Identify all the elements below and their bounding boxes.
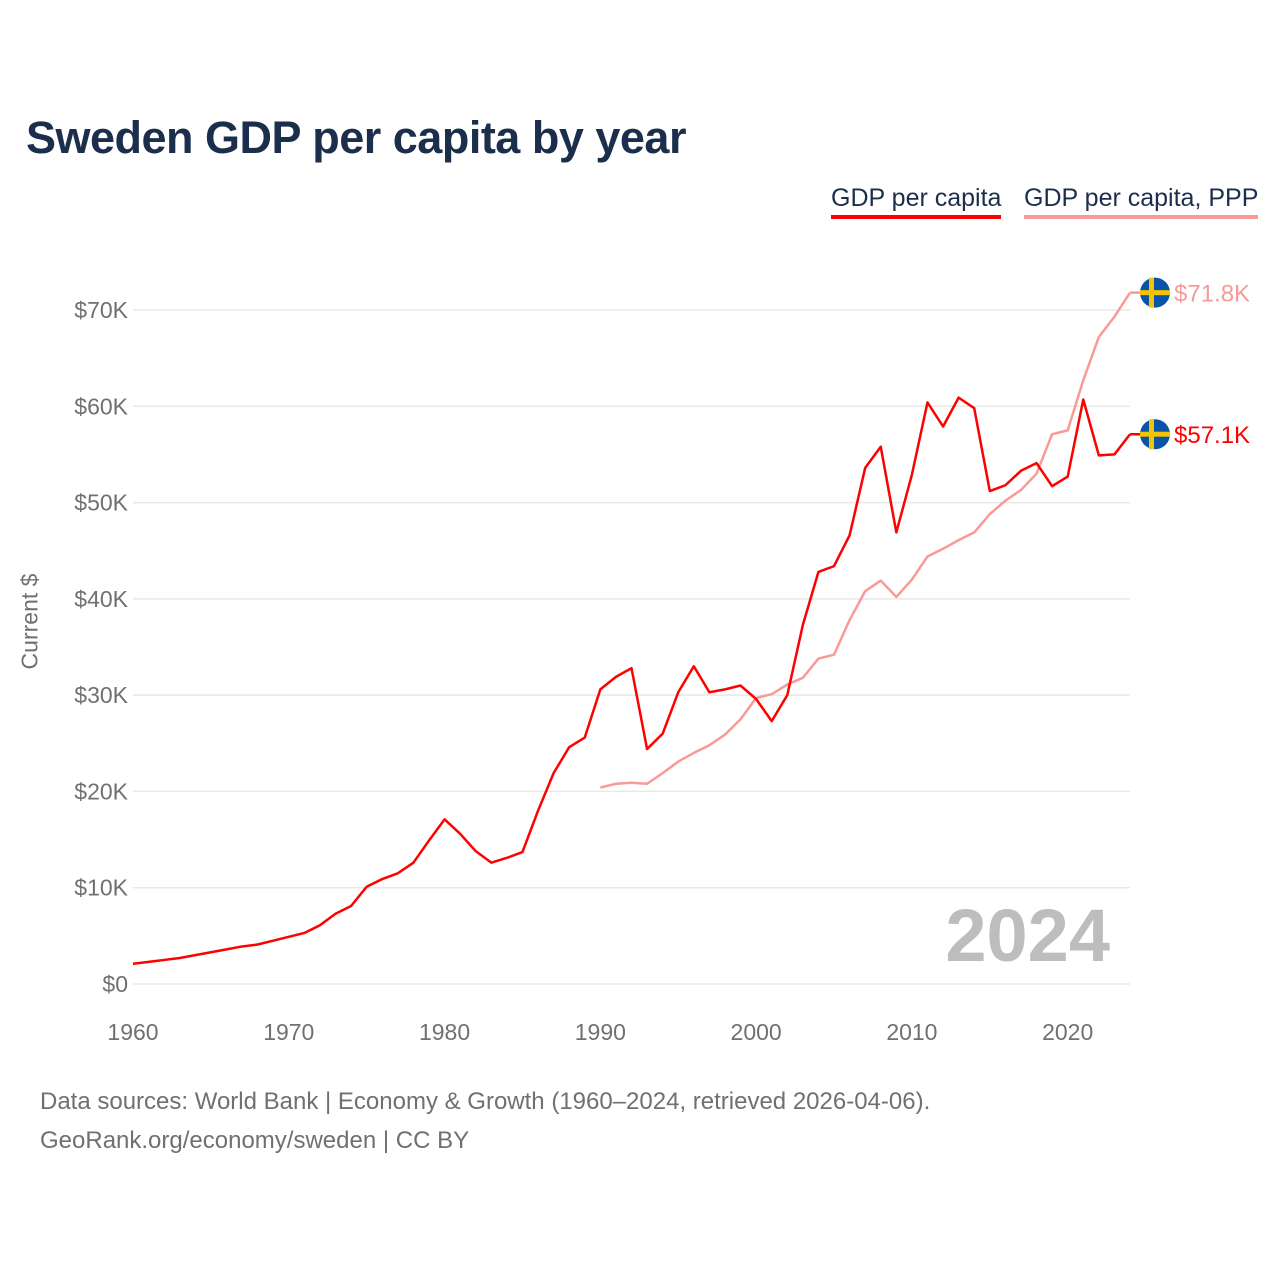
chart-title: Sweden GDP per capita by year (26, 112, 686, 163)
legend-gdp-per-capita[interactable]: GDP per capita (831, 184, 1002, 219)
flag-cross-h (1140, 431, 1170, 437)
end-value-label: $57.1K (1174, 422, 1250, 449)
y-tick-label: $10K (74, 875, 128, 901)
x-tick-label: 2010 (886, 1019, 937, 1045)
flag-cross-v (1149, 277, 1154, 308)
y-tick-label: $20K (74, 778, 128, 804)
y-tick-label: $0 (102, 971, 128, 997)
legend-gdp-per-capita-ppp[interactable]: GDP per capita, PPP (1024, 184, 1259, 219)
y-tick-label: $60K (74, 393, 128, 419)
x-tick-label: 1990 (575, 1019, 626, 1045)
flag-cross-v (1149, 419, 1154, 450)
x-tick-label: 2000 (731, 1019, 782, 1045)
y-tick-label: $70K (74, 297, 128, 323)
flag-cross-h (1140, 290, 1170, 296)
series-line-gdp-ppp (600, 291, 1132, 789)
year-annotation: 2024 (945, 894, 1110, 977)
source-note: Data sources: World Bank | Economy & Gro… (40, 1088, 931, 1115)
x-tick-label: 2020 (1042, 1019, 1093, 1045)
y-tick-label: $30K (74, 682, 128, 708)
x-tick-label: 1960 (107, 1019, 158, 1045)
series-line-gdp (132, 396, 1131, 966)
y-tick-label: $40K (74, 586, 128, 612)
source-url[interactable]: GeoRank.org/economy/sweden | CC BY (40, 1127, 470, 1154)
end-value-label: $71.8K (1174, 281, 1250, 308)
y-tick-label: $50K (74, 490, 128, 516)
x-tick-label: 1970 (263, 1019, 314, 1045)
x-tick-label: 1980 (419, 1019, 470, 1045)
